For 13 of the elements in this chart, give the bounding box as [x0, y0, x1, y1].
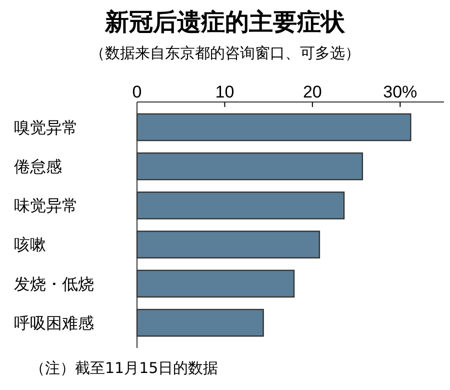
y-tick-label: 咳嗽 — [14, 235, 46, 254]
text: （注）截至11月15日的数据 — [30, 359, 218, 377]
x-tick-label: 0 — [132, 82, 142, 102]
chart-subtitle: （数据来自东京都的咨询窗口、可多选） — [90, 44, 360, 62]
x-tick-label: 30% — [383, 82, 418, 102]
y-tick-label: 味觉异常 — [14, 196, 78, 216]
chart-title: 新冠后遗症的主要症状 — [104, 8, 346, 36]
x-tick-label: 20 — [302, 82, 322, 102]
x-tick-label: 10 — [215, 82, 234, 102]
y-tick-label: 倦怠感 — [14, 156, 62, 176]
y-tick-label: 发烧・低烧 — [14, 274, 94, 294]
y-tick-label: 呼吸困难感 — [14, 313, 94, 332]
y-tick-label: 嗅觉异常 — [14, 118, 78, 137]
